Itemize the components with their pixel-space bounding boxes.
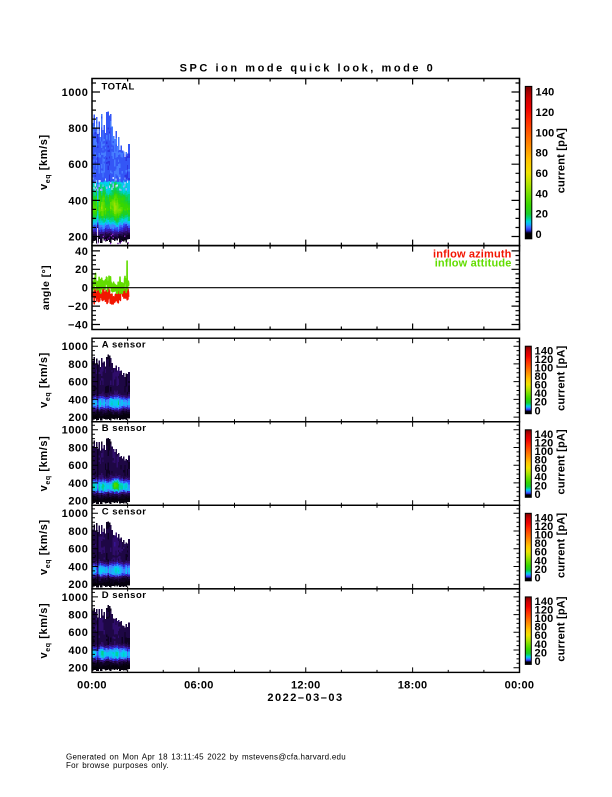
svg-text:100: 100 bbox=[535, 446, 554, 458]
svg-text:100: 100 bbox=[535, 613, 554, 625]
svg-text:current [pA]: current [pA] bbox=[556, 345, 568, 410]
svg-text:C sensor: C sensor bbox=[102, 507, 147, 518]
svg-text:inflow azimuth: inflow azimuth bbox=[433, 249, 512, 261]
svg-text:60: 60 bbox=[535, 547, 548, 559]
svg-text:60: 60 bbox=[536, 168, 549, 180]
svg-text:80: 80 bbox=[535, 538, 548, 550]
svg-text:140: 140 bbox=[535, 512, 554, 524]
svg-text:100: 100 bbox=[535, 530, 554, 542]
svg-text:20: 20 bbox=[536, 209, 549, 221]
svg-text:TOTAL: TOTAL bbox=[102, 81, 135, 92]
svg-text:800: 800 bbox=[68, 610, 88, 622]
svg-text:100: 100 bbox=[536, 127, 555, 139]
svg-text:400: 400 bbox=[68, 478, 88, 490]
svg-text:80: 80 bbox=[536, 148, 549, 160]
svg-text:400: 400 bbox=[68, 561, 88, 573]
svg-text:1000: 1000 bbox=[62, 87, 89, 99]
svg-text:A sensor: A sensor bbox=[102, 340, 146, 351]
svg-text:current [pA]: current [pA] bbox=[556, 429, 568, 494]
svg-text:400: 400 bbox=[68, 394, 88, 406]
svg-text:140: 140 bbox=[535, 596, 554, 608]
svg-text:200: 200 bbox=[68, 412, 88, 424]
svg-text:−20: −20 bbox=[68, 301, 88, 313]
svg-text:60: 60 bbox=[535, 630, 548, 642]
svg-text:B sensor: B sensor bbox=[102, 423, 147, 434]
svg-text:120: 120 bbox=[535, 521, 554, 533]
svg-text:800: 800 bbox=[68, 123, 88, 135]
svg-text:120: 120 bbox=[535, 437, 554, 449]
svg-text:0: 0 bbox=[82, 283, 89, 295]
svg-text:18:00: 18:00 bbox=[398, 680, 428, 692]
svg-text:1000: 1000 bbox=[62, 341, 89, 353]
svg-text:inflow attitude: inflow attitude bbox=[435, 257, 512, 269]
svg-text:40: 40 bbox=[535, 555, 548, 567]
svg-text:60: 60 bbox=[535, 380, 548, 392]
svg-text:For browse purposes only.: For browse purposes only. bbox=[66, 761, 169, 770]
svg-text:400: 400 bbox=[68, 645, 88, 657]
svg-text:140: 140 bbox=[536, 87, 555, 99]
svg-text:D sensor: D sensor bbox=[102, 590, 147, 601]
svg-text:Generated on Mon Apr 18 13:11:: Generated on Mon Apr 18 13:11:45 2022 by… bbox=[66, 752, 346, 761]
svg-text:12:00: 12:00 bbox=[291, 680, 321, 692]
svg-text:0: 0 bbox=[535, 405, 541, 417]
svg-text:120: 120 bbox=[535, 605, 554, 617]
svg-text:600: 600 bbox=[68, 460, 88, 472]
svg-text:200: 200 bbox=[68, 231, 88, 243]
svg-text:0: 0 bbox=[535, 572, 541, 584]
svg-text:140: 140 bbox=[535, 345, 554, 357]
svg-text:current [pA]: current [pA] bbox=[556, 596, 568, 661]
svg-text:angle [°]: angle [°] bbox=[40, 265, 52, 310]
svg-text:20: 20 bbox=[535, 647, 548, 659]
svg-text:800: 800 bbox=[68, 442, 88, 454]
svg-text:600: 600 bbox=[68, 544, 88, 556]
svg-text:−40: −40 bbox=[68, 319, 88, 331]
svg-text:40: 40 bbox=[536, 188, 549, 200]
svg-text:2022–03–03: 2022–03–03 bbox=[267, 692, 343, 704]
svg-text:0: 0 bbox=[536, 229, 542, 241]
svg-text:1000: 1000 bbox=[62, 592, 89, 604]
svg-text:00:00: 00:00 bbox=[77, 680, 107, 692]
svg-text:600: 600 bbox=[68, 159, 88, 171]
svg-text:current [pA]: current [pA] bbox=[556, 512, 568, 577]
svg-text:40: 40 bbox=[535, 388, 548, 400]
svg-text:40: 40 bbox=[535, 472, 548, 484]
svg-text:800: 800 bbox=[68, 359, 88, 371]
svg-text:80: 80 bbox=[535, 371, 548, 383]
svg-text:40: 40 bbox=[75, 246, 88, 258]
svg-text:140: 140 bbox=[535, 429, 554, 441]
svg-text:200: 200 bbox=[68, 496, 88, 508]
svg-text:600: 600 bbox=[68, 627, 88, 639]
svg-text:00:00: 00:00 bbox=[505, 680, 535, 692]
svg-text:120: 120 bbox=[535, 354, 554, 366]
svg-text:06:00: 06:00 bbox=[184, 680, 214, 692]
svg-text:80: 80 bbox=[535, 455, 548, 467]
svg-text:60: 60 bbox=[535, 463, 548, 475]
svg-text:current [pA]: current [pA] bbox=[556, 128, 568, 193]
svg-text:20: 20 bbox=[535, 480, 548, 492]
svg-text:40: 40 bbox=[535, 639, 548, 651]
svg-text:600: 600 bbox=[68, 377, 88, 389]
svg-text:20: 20 bbox=[75, 264, 88, 276]
svg-text:20: 20 bbox=[535, 397, 548, 409]
svg-text:100: 100 bbox=[535, 362, 554, 374]
svg-text:200: 200 bbox=[68, 579, 88, 591]
svg-text:1000: 1000 bbox=[62, 508, 89, 520]
svg-text:20: 20 bbox=[535, 564, 548, 576]
svg-text:120: 120 bbox=[536, 107, 555, 119]
svg-text:800: 800 bbox=[68, 526, 88, 538]
svg-text:0: 0 bbox=[535, 656, 541, 668]
svg-text:0: 0 bbox=[535, 489, 541, 501]
svg-text:80: 80 bbox=[535, 622, 548, 634]
svg-text:SPC ion mode quick look, mode: SPC ion mode quick look, mode 0 bbox=[180, 62, 436, 74]
svg-text:1000: 1000 bbox=[62, 425, 89, 437]
svg-text:200: 200 bbox=[68, 663, 88, 675]
svg-text:400: 400 bbox=[68, 195, 88, 207]
